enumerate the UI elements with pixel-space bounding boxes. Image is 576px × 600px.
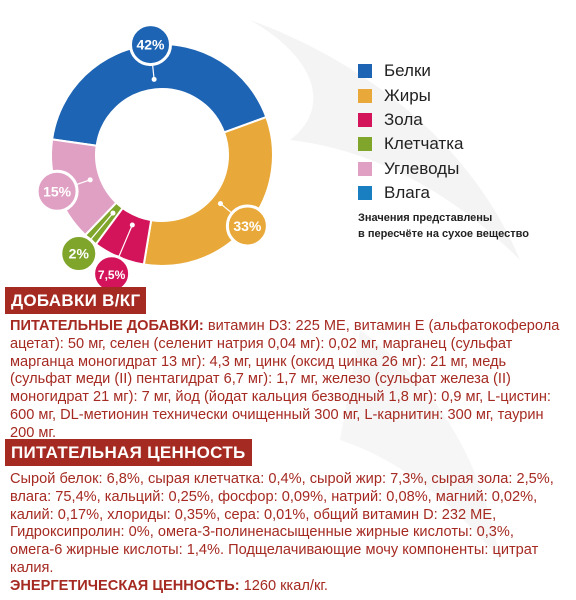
data-label: 42% bbox=[136, 37, 165, 53]
chart-legend: Белки Жиры Зола Клетчатка Углеводы Влага bbox=[358, 59, 464, 205]
value-badge bbox=[225, 204, 269, 248]
callout-dot bbox=[129, 222, 135, 228]
additives-text: витамин D3: 225 МЕ, витамин E (альфатоко… bbox=[10, 318, 560, 441]
data-label: 15% bbox=[43, 183, 72, 199]
legend-item-moisture: Влага bbox=[358, 181, 464, 205]
energy-label: ЭНЕРГЕТИЧЕСКАЯ ЦЕННОСТЬ: bbox=[10, 577, 240, 594]
data-label: 7,5% bbox=[98, 268, 126, 282]
note-line: в пересчёте на сухое вещество bbox=[358, 228, 529, 240]
value-badge bbox=[35, 169, 79, 213]
data-label: 2% bbox=[69, 246, 90, 262]
note-line: Значения представлены bbox=[358, 212, 493, 224]
energy-value: 1260 ккал/кг. bbox=[239, 577, 328, 594]
nutrition-text: Сырой белок: 6,8%, сырая клетчатка: 0,4%… bbox=[10, 471, 554, 576]
legend-label: Влага bbox=[384, 183, 430, 203]
callout-dot bbox=[151, 76, 157, 82]
additives-lead: ПИТАТЕЛЬНЫЕ ДОБАВКИ: bbox=[10, 318, 204, 334]
legend-swatch bbox=[358, 64, 372, 79]
callout-dot bbox=[217, 201, 223, 207]
legend-swatch bbox=[358, 161, 372, 176]
legend-swatch bbox=[358, 186, 372, 201]
donut-slice bbox=[50, 43, 268, 147]
callout-dot bbox=[110, 210, 116, 216]
nutrition-header: ПИТАТЕЛЬНАЯ ЦЕННОСТЬ bbox=[5, 439, 252, 466]
legend-item-ash: Зола bbox=[358, 108, 464, 132]
donut-chart: 42% 33% 7,5% 2% 15% bbox=[35, 23, 274, 290]
legend-label: Зола bbox=[384, 109, 423, 129]
legend-swatch bbox=[358, 88, 372, 103]
legend-label: Жиры bbox=[384, 85, 431, 105]
chart-note: Значения представлены в пересчёте на сух… bbox=[358, 210, 529, 242]
callout-dot bbox=[87, 177, 93, 183]
data-label: 33% bbox=[233, 218, 262, 234]
value-badge bbox=[128, 23, 172, 67]
nutrition-paragraph: Сырой белок: 6,8%, сырая клетчатка: 0,4%… bbox=[10, 471, 566, 596]
legend-item-fat: Жиры bbox=[358, 83, 464, 107]
value-badge bbox=[59, 234, 99, 274]
legend-label: Клетчатка bbox=[384, 134, 464, 154]
additives-paragraph: ПИТАТЕЛЬНЫЕ ДОБАВКИ: витамин D3: 225 МЕ,… bbox=[10, 318, 566, 443]
legend-swatch bbox=[358, 137, 372, 152]
legend-item-carbs: Углеводы bbox=[358, 157, 464, 181]
legend-swatch bbox=[358, 112, 372, 127]
additives-header: ДОБАВКИ В/КГ bbox=[5, 287, 147, 314]
legend-item-fiber: Клетчатка bbox=[358, 132, 464, 156]
legend-label: Белки bbox=[384, 61, 431, 81]
value-badge bbox=[92, 254, 132, 290]
legend-item-protein: Белки bbox=[358, 59, 464, 83]
legend-label: Углеводы bbox=[384, 158, 460, 178]
